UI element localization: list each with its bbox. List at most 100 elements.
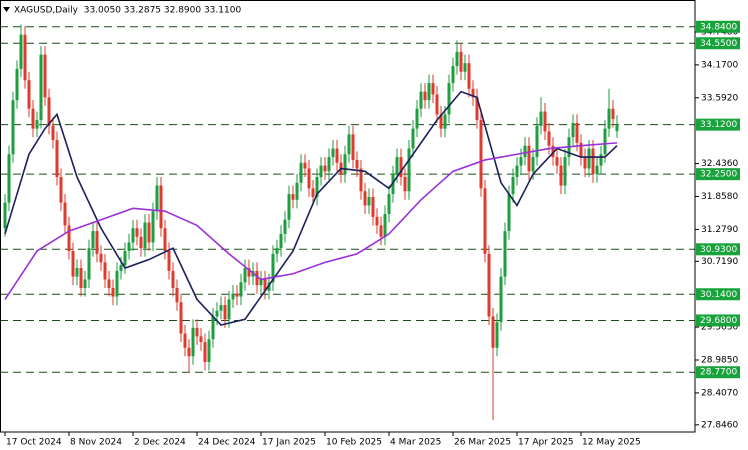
candle-body (591, 148, 595, 175)
level-label: 34.5500 (700, 39, 737, 49)
level-label: 32.2500 (700, 170, 737, 180)
candle-body (115, 270, 119, 297)
level-label-box (696, 366, 740, 379)
candle-body (111, 288, 115, 297)
level-label-box (696, 168, 740, 181)
candle-body (139, 236, 143, 249)
candle-body (439, 114, 443, 129)
candle-body (535, 125, 539, 158)
candle-body (495, 322, 499, 348)
candle-body (515, 165, 519, 178)
candle-body (131, 228, 135, 243)
candle-body (19, 34, 23, 69)
candle-body (491, 316, 495, 348)
candle-body (231, 293, 235, 300)
candle-body (347, 134, 351, 155)
candle-body (471, 88, 475, 98)
y-tick-label: 33.5920 (701, 93, 738, 103)
candle-body (499, 276, 503, 323)
candle-body (607, 108, 611, 129)
candle-body (331, 148, 335, 158)
x-tick-label: 17 Apr 2025 (518, 438, 574, 448)
candle-body (343, 154, 347, 175)
level-label: 34.8400 (700, 22, 737, 32)
candle-body (579, 142, 583, 158)
candle-body (387, 194, 391, 215)
candle-body (211, 316, 215, 340)
candle-body (555, 157, 559, 166)
candle-body (103, 262, 107, 280)
candle-body (359, 168, 363, 192)
candle-body (559, 165, 563, 186)
candle-body (547, 131, 551, 146)
candle-body (315, 177, 319, 197)
candle-body (455, 51, 459, 67)
y-tick-label: 27.8460 (701, 420, 738, 430)
candle-body (395, 157, 399, 175)
candle-body (27, 80, 31, 109)
candle-body (367, 196, 371, 206)
candle-body (375, 216, 379, 226)
candle-body (399, 157, 403, 178)
y-tick-label: 30.7190 (701, 257, 738, 267)
candle-body (187, 347, 191, 357)
candle-body (611, 108, 615, 119)
candle-body (271, 253, 275, 283)
level-label-box (696, 20, 740, 33)
y-tick-label: 31.2790 (701, 225, 738, 235)
candle-body (59, 177, 63, 203)
candle-body (39, 54, 43, 121)
x-tick-label: 2 Dec 2024 (134, 438, 186, 448)
header: XAGUSD,Daily 33.0050 33.2875 32.8900 33.… (14, 6, 241, 16)
candle-body (303, 162, 307, 169)
candle-body (403, 177, 407, 192)
candle-body (155, 185, 159, 212)
candle-body (283, 219, 287, 234)
candle-body (279, 233, 283, 249)
candle-body (463, 63, 467, 72)
candle-body (171, 270, 175, 288)
candle-body (571, 122, 575, 138)
candle-body (91, 231, 95, 249)
candle-body (163, 228, 167, 252)
x-tick-label: 24 Dec 2024 (198, 438, 256, 448)
candle-body (503, 231, 507, 277)
candle-body (203, 342, 207, 362)
candle-body (223, 305, 227, 320)
candle-body (407, 148, 411, 192)
candle-body (391, 174, 395, 195)
candle-body (127, 242, 131, 252)
candle-body (531, 157, 535, 172)
header-icon (3, 7, 10, 12)
candle-body (83, 279, 87, 288)
candle-body (615, 125, 619, 132)
candle-body (175, 288, 179, 303)
candle-body (323, 165, 327, 172)
y-tick-label: 32.4360 (701, 159, 738, 169)
candle-body (15, 68, 19, 101)
candle-body (191, 327, 195, 357)
x-tick-label: 17 Oct 2024 (6, 438, 62, 448)
candle-body (107, 279, 111, 288)
candle-body (415, 108, 419, 129)
candle-body (575, 122, 579, 143)
candle-body (291, 194, 295, 200)
level-label: 30.9300 (700, 245, 737, 255)
candle-body (7, 154, 11, 203)
candle-body (43, 54, 47, 98)
candle-body (543, 111, 547, 132)
y-tick-label: 31.8580 (701, 192, 738, 202)
frame (0, 0, 696, 433)
candle-body (199, 336, 203, 343)
candle-body (483, 188, 487, 254)
level-label-box (696, 37, 740, 50)
candle-body (523, 145, 527, 158)
candle-body (511, 177, 515, 195)
x-tick-label: 26 Mar 2025 (454, 438, 511, 448)
candle-body (207, 339, 211, 362)
y-tick-label: 28.9850 (701, 356, 738, 366)
candle-body (239, 282, 243, 297)
candle-body (475, 97, 479, 121)
candle-body (219, 305, 223, 311)
candle-body (595, 165, 599, 175)
